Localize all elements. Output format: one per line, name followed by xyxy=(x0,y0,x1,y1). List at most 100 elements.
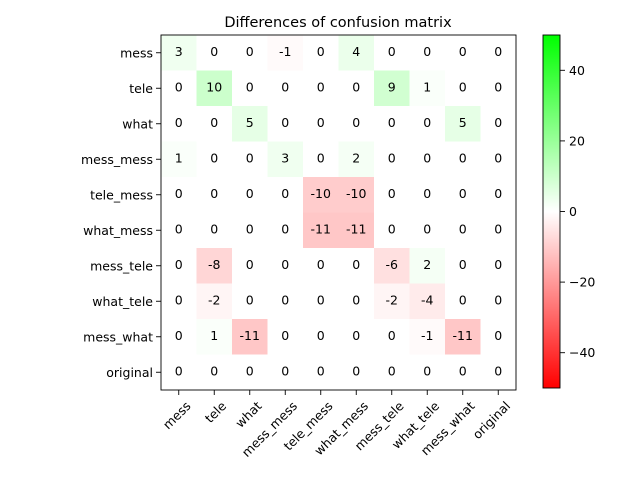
cell-value-label: 0 xyxy=(388,328,396,343)
cell-value-label: 0 xyxy=(175,363,183,378)
cell-value-label: 0 xyxy=(423,186,431,201)
heatmap-cell xyxy=(374,106,410,142)
cell-value-label: 0 xyxy=(175,292,183,307)
cell-value-label: 0 xyxy=(281,115,289,130)
cell-value-label: 0 xyxy=(352,328,360,343)
heatmap-cell xyxy=(409,106,446,142)
heatmap-cell xyxy=(374,212,410,249)
colorbar-tick-label: 40 xyxy=(569,63,585,78)
heatmap-cell xyxy=(374,35,410,71)
cell-value-label: 1 xyxy=(210,328,218,343)
heatmap-cell xyxy=(445,354,481,391)
colorbar xyxy=(542,34,561,389)
heatmap-cell xyxy=(374,354,410,391)
heatmap-cell xyxy=(303,354,339,391)
cell-value-label: 0 xyxy=(494,150,502,165)
heatmap-cell xyxy=(480,141,517,178)
heatmap-cell xyxy=(480,319,517,355)
x-axis-ticks: mess tele whatmess_messtele_messwhat_messm… xyxy=(160,390,513,460)
cell-value-label: 0 xyxy=(494,363,502,378)
cell-value-label: 0 xyxy=(246,221,254,236)
cell-value-label: 0 xyxy=(175,115,183,130)
heatmap-cell xyxy=(480,35,517,71)
y-tick-label: mess_mess xyxy=(81,152,153,167)
cell-value-label: 0 xyxy=(459,44,467,59)
heatmap-cell xyxy=(267,248,304,284)
cell-value-label: 0 xyxy=(246,150,254,165)
heatmap-cell xyxy=(338,141,375,178)
cell-value-label: -1 xyxy=(279,44,291,59)
cell-value-label: 0 xyxy=(246,186,254,201)
heatmap-cell xyxy=(196,248,233,284)
cell-value-label: 0 xyxy=(352,363,360,378)
heatmap-cell xyxy=(232,283,268,320)
cell-value-label: -6 xyxy=(386,257,399,272)
heatmap-cell xyxy=(480,177,517,213)
cell-value-label: 0 xyxy=(352,292,360,307)
cell-value-label: 0 xyxy=(281,79,289,94)
heatmap-cell xyxy=(161,177,197,213)
cell-value-label: 0 xyxy=(281,328,289,343)
heatmap-cell xyxy=(409,248,446,284)
heatmap-cell xyxy=(303,106,339,142)
cell-value-label: 0 xyxy=(459,79,467,94)
cell-value-label: -10 xyxy=(311,186,331,201)
cell-value-label: 0 xyxy=(317,150,325,165)
cell-value-label: 1 xyxy=(175,150,183,165)
cell-value-label: 0 xyxy=(423,221,431,236)
heatmap-cell xyxy=(303,283,339,320)
cell-value-label: 0 xyxy=(317,292,325,307)
cell-value-label: -8 xyxy=(208,257,221,272)
x-tick-label: original xyxy=(470,398,514,442)
colorbar-tick-label: −40 xyxy=(569,345,595,360)
y-tick-label: original xyxy=(106,365,153,380)
heatmap-cell xyxy=(161,35,197,71)
cell-value-label: 0 xyxy=(459,292,467,307)
heatmap-cell xyxy=(232,177,268,213)
heatmap-cell xyxy=(445,177,481,213)
cell-value-label: 0 xyxy=(423,150,431,165)
heatmap-cell xyxy=(374,319,410,355)
cell-value-label: 0 xyxy=(246,79,254,94)
cell-value-label: 0 xyxy=(210,44,218,59)
heatmap-cell xyxy=(409,212,446,249)
heatmap-cell xyxy=(303,212,339,249)
y-tick-label: mess_tele xyxy=(90,258,153,273)
heatmap-cell xyxy=(161,106,197,142)
heatmap-cell xyxy=(338,106,375,142)
cell-value-label: 0 xyxy=(317,328,325,343)
heatmap-cell xyxy=(480,70,517,107)
heatmap-cell xyxy=(445,212,481,249)
heatmap-cell xyxy=(480,354,517,391)
heatmap-cell xyxy=(374,248,410,284)
heatmap-cell xyxy=(267,35,304,71)
cell-value-label: 0 xyxy=(317,257,325,272)
heatmap-cell xyxy=(196,141,233,178)
heatmap-cell xyxy=(338,354,375,391)
heatmap-cell xyxy=(232,70,268,107)
cell-value-label: 2 xyxy=(352,150,360,165)
cell-value-label: 0 xyxy=(210,115,218,130)
heatmap-cell xyxy=(338,319,375,355)
cell-value-label: 0 xyxy=(388,221,396,236)
cell-value-label: 0 xyxy=(175,328,183,343)
cell-value-label: 0 xyxy=(317,363,325,378)
cell-value-label: 0 xyxy=(494,186,502,201)
heatmap-cell xyxy=(445,283,481,320)
cell-value-label: 0 xyxy=(175,257,183,272)
heatmap-cell xyxy=(338,70,375,107)
heatmap-cell xyxy=(196,177,233,213)
cell-value-label: 0 xyxy=(246,257,254,272)
heatmap-cell xyxy=(232,248,268,284)
y-tick-label: tele xyxy=(129,81,153,96)
cell-value-label: 0 xyxy=(494,115,502,130)
cell-value-label: 0 xyxy=(246,44,254,59)
cell-value-label: -11 xyxy=(311,221,331,236)
cell-value-label: 0 xyxy=(459,186,467,201)
heatmap-cell xyxy=(303,35,339,71)
cell-value-label: 0 xyxy=(459,363,467,378)
cell-value-label: 0 xyxy=(494,257,502,272)
heatmap-cell xyxy=(480,248,517,284)
